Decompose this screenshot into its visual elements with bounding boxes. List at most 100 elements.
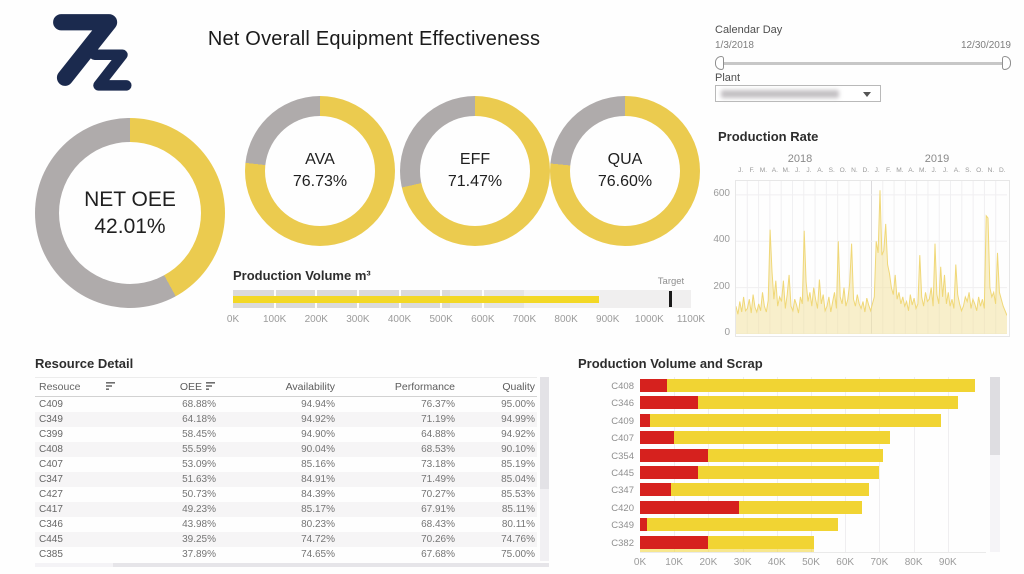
gridline [776,377,778,552]
table-cell: C417 [39,504,63,515]
table-row[interactable]: C347 51.63% 84.91% 71.49% 85.04% [35,472,537,487]
table-cell: 75.00% [501,549,535,560]
bar-row-c407[interactable] [640,431,890,445]
bar-category-label[interactable]: C408 [611,381,634,392]
scrap-bar-segment[interactable] [640,448,709,462]
table-row[interactable]: C417 49.23% 85.17% 67.91% 85.11% [35,502,537,517]
volume-bar-segment[interactable] [708,448,883,462]
table-header-row: Resouce OEE Availability Performance Quality [35,377,537,397]
axis-tick-label: 0K [226,314,240,325]
bar-category-label[interactable]: C354 [611,450,634,462]
table-row[interactable]: C346 43.98% 80.23% 68.43% 80.11% [35,517,537,532]
kpi-donut-quality[interactable]: QUA 76.60% [550,96,700,246]
bar-category-label[interactable]: C347 [611,485,634,497]
bar-category-label[interactable]: C409 [611,415,634,427]
gridline [913,377,915,552]
volume-bar-segment[interactable] [646,518,839,532]
volume-bar-segment[interactable] [667,379,976,392]
table-row[interactable]: C408 55.59% 90.04% 68.53% 90.10% [35,442,537,457]
scrollbar-thumb[interactable] [540,377,549,489]
kpi-donut-availability[interactable]: AVA 76.73% [245,96,395,246]
column-header-resouce[interactable]: Resouce [35,381,135,393]
bar-row-c354[interactable] [640,448,883,462]
bullet-value-bar[interactable] [233,295,600,303]
bar-row-c346[interactable] [640,396,959,410]
kpi-donut-efficiency[interactable]: EFF 71.47% [400,96,550,246]
scrap-bar-segment[interactable] [640,396,699,410]
scrap-bar-segment[interactable] [640,535,709,549]
axis-tick-label: 400 [713,234,730,246]
table-row[interactable]: C409 68.88% 94.94% 76.37% 95.00% [35,397,537,412]
scrap-bar-segment[interactable] [640,431,675,445]
kpi-label: EFF [459,151,491,168]
table-cell: C407 [39,459,63,470]
chart-vertical-scrollbar[interactable] [990,377,1000,552]
bar-category-label[interactable]: C445 [611,468,634,479]
volume-bar-segment[interactable] [698,466,880,479]
column-header-availability[interactable]: Availability [218,381,337,393]
table-row[interactable]: C399 58.45% 94.90% 64.88% 94.92% [35,427,537,442]
scrollbar-thumb[interactable] [113,563,549,567]
table-vertical-scrollbar[interactable] [540,377,549,561]
table-cell: C346 [39,519,63,530]
table-row[interactable]: C385 37.89% 74.65% 67.68% 75.00% [35,547,537,562]
gridline [674,377,676,552]
scrollbar-thumb[interactable] [990,377,1000,455]
table-row[interactable]: C407 53.09% 85.16% 73.18% 85.19% [35,457,537,472]
table-horizontal-scrollbar[interactable] [35,563,549,567]
table-cell: C385 [39,549,63,560]
scrap-bar-segment[interactable] [640,518,647,532]
table-row[interactable]: C427 50.73% 84.39% 70.27% 85.53% [35,487,537,502]
volume-scrap-bar-chart [640,377,986,553]
table-cell: 49.23% [182,504,216,515]
table-cell: 80.11% [501,519,535,530]
year-label-2018: 2018 [787,153,813,165]
column-header-quality[interactable]: Quality [457,381,537,393]
scrap-bar-segment[interactable] [640,466,699,479]
scrap-bar-segment[interactable] [640,379,668,392]
scrap-bar-segment[interactable] [640,500,740,514]
production-rate-chart[interactable] [735,180,1010,337]
calendar-start-date: 1/3/2018 [715,40,754,51]
bar-category-label[interactable]: C382 [611,537,634,549]
kpi-donut-net-oee[interactable]: NET OEE 42.01% [35,118,225,308]
axis-tick-label: 60K [836,557,855,568]
scrap-bar-segment[interactable] [640,413,651,427]
column-header-oee[interactable]: OEE [135,381,218,393]
bar-row-c420[interactable] [640,500,863,514]
bar-row-c409[interactable] [640,413,941,427]
volume-bar-segment[interactable] [650,413,941,427]
month-tick-label: F. [885,167,892,174]
bar-row-c347[interactable] [640,483,870,497]
column-header-performance[interactable]: Performance [337,381,457,393]
bar-category-label[interactable]: C407 [611,433,634,445]
bar-row-c382[interactable] [640,535,815,549]
slider-handle-start[interactable] [715,56,724,70]
axis-tick-label: 0 [724,327,730,338]
volume-bar-segment[interactable] [674,431,890,445]
table-row[interactable]: C445 39.25% 74.72% 70.26% 74.76% [35,532,537,547]
calendar-range-slider[interactable] [715,56,1011,70]
volume-bar-segment[interactable] [670,483,870,497]
slider-handle-end[interactable] [1002,56,1011,70]
volume-bar-segment[interactable] [698,396,959,410]
plant-dropdown[interactable] [715,85,881,102]
bar-row-c349[interactable] [640,518,839,532]
bar-row-c408[interactable] [640,379,976,392]
month-tick-label: J. [942,167,948,174]
slider-track[interactable] [718,62,1008,65]
table-cell: 85.04% [501,474,535,485]
volume-bar-segment[interactable] [739,500,863,514]
table-cell: 51.63% [182,474,216,485]
sort-icon[interactable] [106,381,116,391]
bar-row-c445[interactable] [640,466,880,479]
sort-icon[interactable] [206,381,216,391]
table-row[interactable]: C349 64.18% 94.92% 71.19% 94.99% [35,412,537,427]
volume-bar-segment[interactable] [708,535,815,549]
bar-category-label[interactable]: C346 [611,398,634,410]
bar-category-label[interactable]: C420 [611,502,634,514]
production-volume-bullet-chart[interactable] [233,290,691,308]
kpi-value: 76.60% [597,173,653,190]
bar-category-label[interactable]: C349 [611,520,634,532]
scrap-bar-segment[interactable] [640,483,671,497]
